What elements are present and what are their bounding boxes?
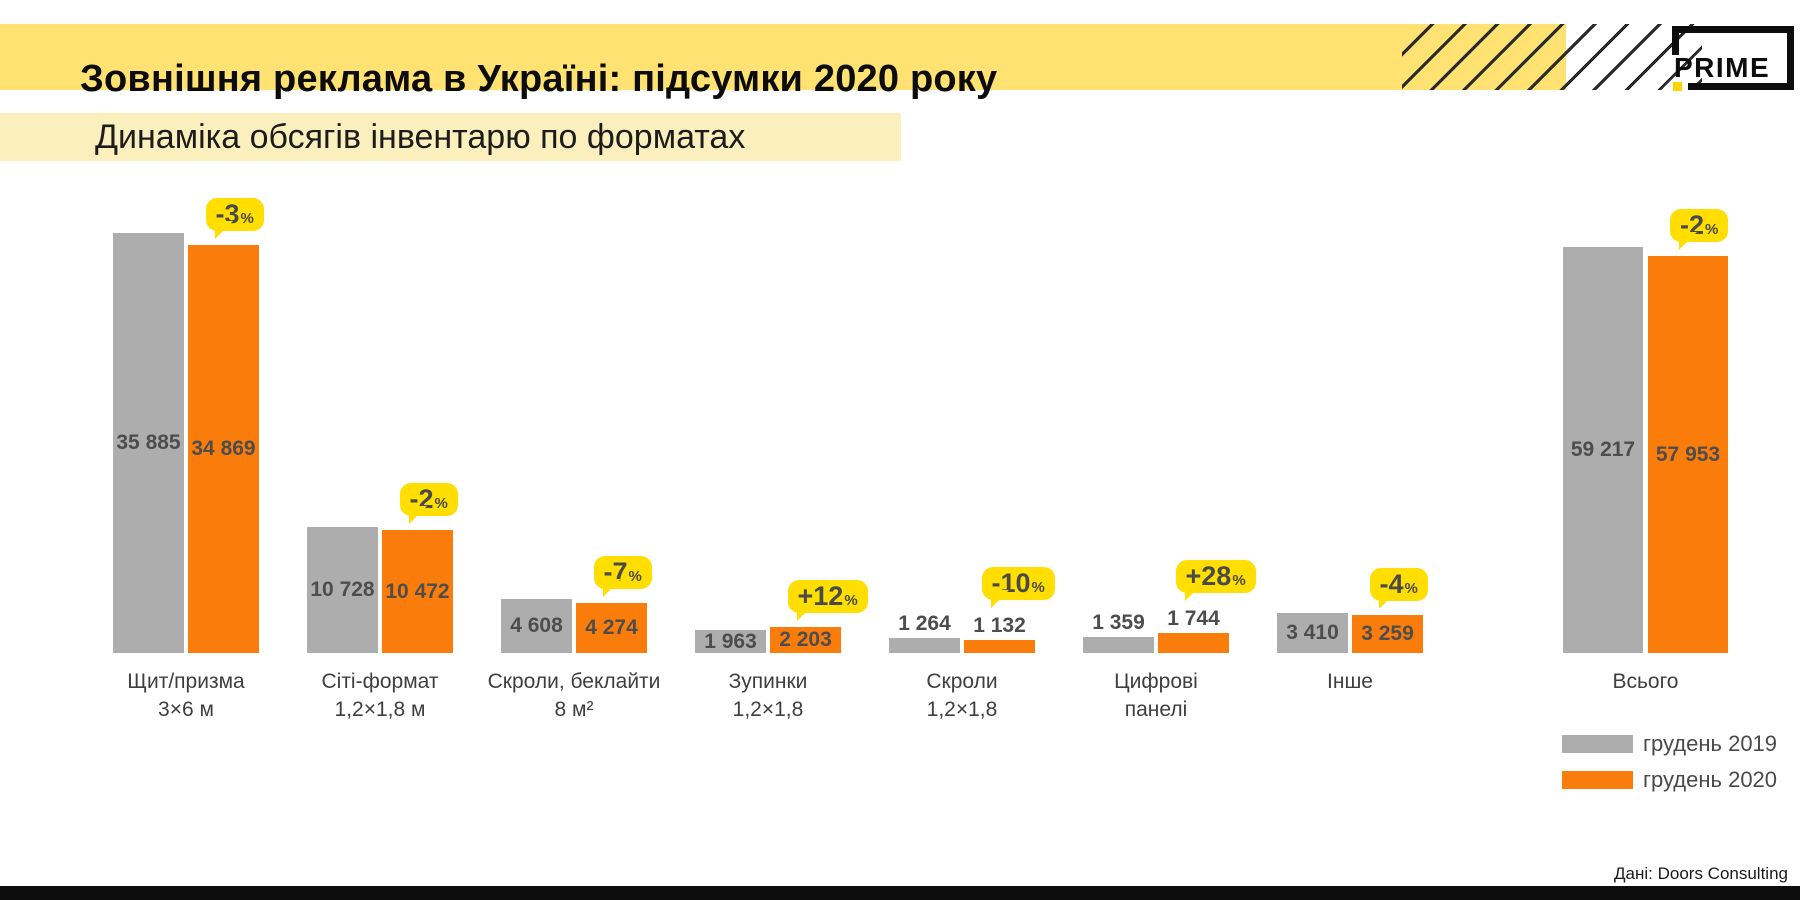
bar-dec2020-2: [576, 603, 647, 653]
logo-border-right: [1787, 26, 1794, 90]
legend-label-2019: грудень 2019: [1643, 731, 1778, 756]
badge-tail: [796, 603, 815, 621]
badge-tail: [990, 590, 1009, 608]
legend-label-2020: грудень 2020: [1643, 767, 1778, 792]
bar-dec2019-0: [113, 233, 184, 653]
category-label-4: Скроли 1,2×1,8: [926, 670, 998, 721]
logo-border-left: [1672, 26, 1679, 55]
percent-sign: %: [240, 210, 254, 227]
badge-tail: [1378, 591, 1397, 609]
bar-dec2019-1: [307, 527, 378, 653]
change-badge-1: -2%: [399, 483, 458, 524]
bar-dec2020-1: [382, 530, 453, 653]
bar-dec2019-5: [1083, 637, 1154, 653]
bar-dec2020-6: [1352, 615, 1423, 653]
legend: грудень 2019 грудень 2020: [1562, 731, 1777, 807]
change-badge-5: +28%: [1175, 560, 1256, 601]
value-label-2019-2: 4 608: [510, 614, 563, 637]
title-band: [0, 24, 1566, 90]
bar-dec2019-4: [889, 638, 960, 653]
category-label-2: Скроли, беклайти 8 м²: [487, 670, 661, 721]
value-label-2020-1: 10 472: [385, 579, 450, 603]
value-label-2020-0: 34 869: [191, 437, 256, 460]
bar-dec2020-7: [1648, 256, 1728, 653]
badge-tail: [1184, 583, 1203, 601]
percent-sign: %: [434, 495, 448, 512]
value-label-2019-0: 35 885: [116, 431, 181, 454]
legend-item-2020: грудень 2020: [1562, 767, 1777, 792]
legend-swatch-2019: [1562, 735, 1633, 753]
bar-dec2020-3: [770, 627, 841, 653]
category-label-6: Інше: [1327, 670, 1373, 693]
percent-sign: %: [1404, 580, 1418, 597]
value-label-2020-3: 2 203: [779, 628, 832, 651]
category-label-1: Сіті-формат 1,2×1,8 м: [321, 670, 439, 721]
subtitle-band: Динаміка обсягів інвентарю по форматах: [0, 113, 901, 161]
value-label-2020-5: 1 744: [1167, 607, 1220, 630]
percent-sign: %: [1232, 572, 1246, 589]
value-label-2019-7: 59 217: [1570, 438, 1636, 461]
badge-tail: [602, 579, 621, 597]
value-label-2019-5: 1 359: [1092, 611, 1145, 634]
category-label-5: Цифрові панелі: [1114, 670, 1198, 721]
legend-item-2019: грудень 2019: [1562, 731, 1777, 756]
logo-border-bottom: [1688, 83, 1794, 90]
legend-swatch-2020: [1562, 771, 1633, 789]
change-badge-4: -10%: [981, 567, 1055, 608]
value-label-2019-1: 10 728: [310, 578, 375, 601]
bar-dec2019-2: [501, 599, 572, 653]
percent-sign: %: [1705, 221, 1719, 238]
value-label-2019-4: 1 264: [898, 612, 951, 635]
value-label-2020-7: 57 953: [1655, 442, 1721, 466]
change-badge-2: -7%: [593, 556, 652, 597]
bar-dec2020-4: [964, 640, 1035, 653]
bar-dec2019-7: [1563, 247, 1643, 653]
change-badge-0: -3%: [205, 198, 264, 239]
bar-dec2019-3: [695, 630, 766, 653]
change-badge-3: +12%: [787, 580, 868, 621]
category-label-7: Всього: [1612, 670, 1679, 693]
prime-logo: PRIME: [1672, 26, 1794, 91]
category-label-3: Зупинки 1,2×1,8: [728, 670, 808, 721]
value-label-2020-2: 4 274: [585, 616, 638, 639]
logo-text: PRIME: [1674, 52, 1771, 83]
badge-tail: [408, 506, 427, 524]
logo-border-top: [1672, 26, 1794, 33]
change-badge-6: -4%: [1369, 568, 1428, 609]
logo-yellow-square: [1673, 82, 1682, 91]
bar-dec2020-0: [188, 245, 259, 653]
change-badge-7: -2%: [1670, 209, 1729, 250]
data-source-note: Дані: Doors Consulting: [1614, 864, 1788, 883]
badge-tail: [1679, 232, 1697, 250]
badge-tail: [214, 221, 233, 239]
value-label-2019-6: 3 410: [1286, 621, 1339, 644]
page-title: Зовнішня реклама в Україні: підсумки 202…: [80, 58, 998, 100]
percent-sign: %: [1031, 579, 1045, 596]
bar-dec2019-6: [1277, 613, 1348, 653]
value-label-2019-3: 1 963: [704, 629, 757, 653]
diagonal-stripes-decoration: [1402, 24, 1702, 90]
chart-subtitle: Динаміка обсягів інвентарю по форматах: [95, 118, 746, 156]
value-label-2020-6: 3 259: [1361, 622, 1414, 645]
percent-sign: %: [628, 568, 642, 585]
percent-sign: %: [844, 592, 858, 609]
footer-bar: [0, 886, 1800, 900]
value-label-2020-4: 1 132: [973, 614, 1026, 637]
bar-dec2020-5: [1158, 633, 1229, 653]
category-label-0: Щит/призма 3×6 м: [127, 670, 245, 721]
